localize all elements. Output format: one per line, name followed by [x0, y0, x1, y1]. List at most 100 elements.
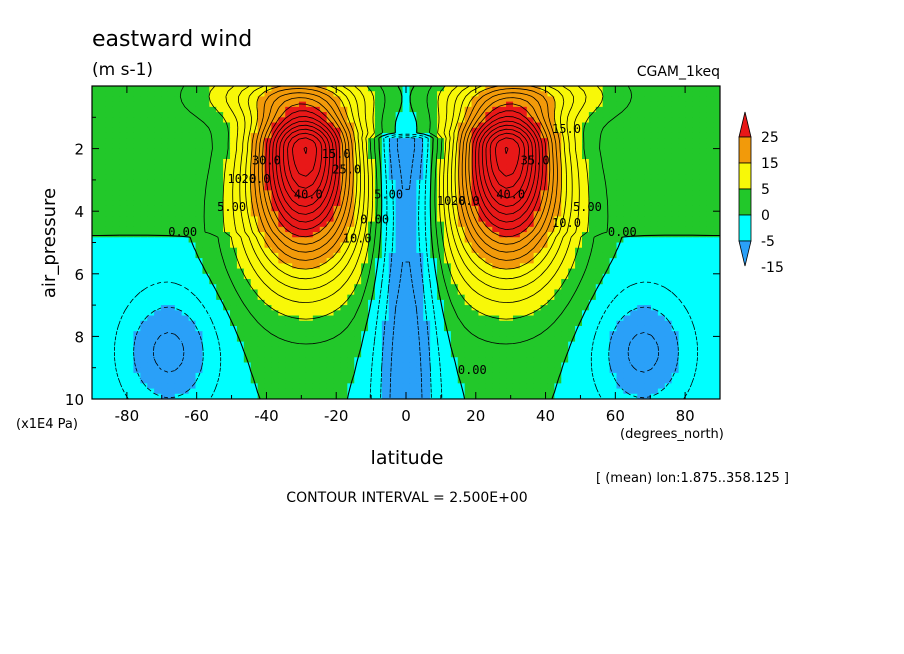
field-cell — [236, 174, 245, 181]
field-cell — [416, 232, 424, 238]
field-cell — [292, 284, 300, 291]
field-cell — [319, 122, 328, 129]
field-cell — [299, 195, 307, 202]
field-cell — [195, 325, 204, 332]
field-cell — [347, 341, 355, 348]
field-cell — [285, 226, 293, 233]
field-cell — [506, 221, 514, 228]
field-cell — [257, 331, 266, 337]
field-cell — [685, 336, 693, 343]
field-cell — [561, 86, 569, 92]
field-cell — [678, 284, 687, 291]
field-cell — [181, 367, 190, 374]
field-cell — [430, 237, 438, 244]
field-cell — [347, 216, 355, 223]
field-cell — [713, 252, 720, 259]
field-cell — [154, 221, 162, 228]
field-cell — [506, 367, 514, 374]
field-cell — [616, 122, 624, 129]
field-cell — [236, 325, 245, 332]
field-cell — [354, 289, 362, 296]
field-cell — [216, 263, 224, 270]
field-cell — [154, 242, 162, 249]
field-cell — [409, 289, 417, 296]
field-cell — [174, 336, 183, 343]
field-cell — [347, 205, 355, 212]
field-cell — [678, 112, 687, 118]
field-cell — [299, 185, 307, 191]
field-cell — [713, 310, 720, 317]
field-cell — [347, 336, 355, 343]
field-cell — [430, 96, 438, 103]
field-cell — [112, 320, 121, 327]
field-cell — [278, 143, 286, 150]
field-cell — [202, 216, 210, 223]
field-cell — [430, 346, 438, 353]
field-cell — [526, 331, 535, 337]
field-cell — [554, 195, 562, 202]
field-cell — [623, 174, 631, 181]
field-cell — [540, 294, 549, 301]
field-cell — [692, 101, 700, 108]
field-cell — [519, 169, 528, 176]
field-cell — [195, 205, 204, 212]
field-cell — [271, 195, 279, 202]
field-cell — [140, 284, 148, 291]
field-cell — [319, 164, 328, 171]
field-cell — [374, 273, 383, 280]
field-cell — [512, 148, 521, 155]
field-cell — [595, 211, 604, 218]
field-cell — [181, 237, 190, 244]
field-cell — [278, 357, 286, 364]
field-cell — [492, 205, 500, 212]
field-cell — [416, 305, 424, 311]
field-cell — [264, 294, 273, 301]
field-cell — [347, 263, 355, 270]
field-cell — [478, 325, 486, 332]
field-cell — [547, 237, 555, 244]
field-cell — [271, 315, 279, 322]
field-cell — [602, 117, 611, 124]
field-cell — [347, 169, 355, 176]
field-cell — [664, 279, 673, 285]
field-cell — [202, 352, 210, 358]
field-cell — [230, 258, 238, 264]
field-cell — [223, 263, 231, 270]
field-cell — [271, 117, 279, 124]
field-cell — [333, 232, 342, 238]
field-cell — [430, 367, 438, 374]
field-cell — [333, 221, 342, 228]
field-cell — [374, 341, 383, 348]
field-cell — [581, 221, 590, 228]
field-cell — [699, 362, 707, 369]
field-cell — [305, 190, 314, 197]
field-cell — [154, 331, 162, 337]
field-cell — [630, 185, 638, 191]
field-cell — [533, 341, 542, 348]
field-cell — [650, 284, 659, 291]
field-cell — [492, 179, 500, 186]
field-cell — [492, 127, 500, 134]
field-cell — [692, 117, 700, 124]
field-cell — [105, 320, 114, 327]
field-cell — [312, 91, 321, 98]
field-cell — [581, 112, 590, 118]
field-cell — [154, 279, 162, 285]
field-cell — [685, 96, 693, 103]
field-cell — [630, 226, 638, 233]
field-cell — [223, 174, 231, 181]
field-cell — [133, 336, 141, 343]
field-cell — [402, 341, 411, 348]
field-cell — [409, 117, 417, 124]
field-cell — [526, 357, 535, 364]
field-cell — [706, 174, 714, 181]
field-cell — [575, 346, 583, 353]
field-cell — [361, 148, 369, 155]
field-cell — [519, 205, 528, 212]
field-cell — [657, 252, 666, 259]
field-cell — [243, 127, 252, 134]
field-cell — [402, 331, 411, 337]
field-cell — [140, 357, 148, 364]
field-cell — [575, 273, 583, 280]
field-cell — [92, 247, 100, 254]
